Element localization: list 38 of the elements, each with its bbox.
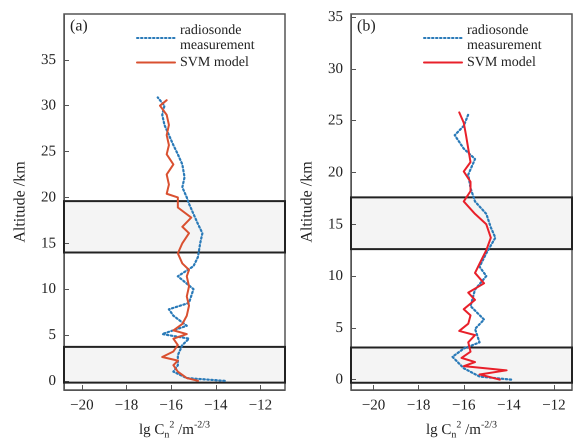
y-tick-label: 35 — [328, 9, 343, 26]
x-tick-label: −20 — [362, 398, 386, 414]
y-tick-label: 5 — [48, 326, 56, 343]
legend-label: radiosonde measurement — [467, 23, 542, 53]
annotation: (a) — [70, 18, 88, 34]
y-axis-title: Altitude /km — [298, 160, 316, 243]
line-series — [451, 113, 512, 381]
y-tick-label: 20 — [328, 164, 343, 180]
x-tick-label: −20 — [70, 398, 94, 414]
line-series — [458, 111, 508, 381]
y-tick-label: 30 — [328, 60, 343, 77]
x-tick-label: −16 — [452, 398, 476, 414]
y-tick-label: 15 — [328, 216, 343, 232]
y-tick-label: 10 — [328, 268, 343, 284]
y-tick-label: 25 — [328, 112, 343, 129]
y-tick-label: 5 — [336, 320, 343, 336]
legend-label: radiosonde measurement — [180, 23, 255, 53]
x-tick-label: −14 — [497, 398, 522, 414]
line-series — [156, 96, 226, 382]
line-series — [158, 99, 199, 382]
x-tick-label: −16 — [159, 398, 184, 414]
y-axis-title: Altitude /km — [12, 160, 28, 243]
y-tick-label: 10 — [41, 281, 56, 298]
legend-label: SVM model — [180, 55, 249, 70]
x-tick-label: −12 — [248, 398, 272, 414]
y-tick-label: 30 — [41, 98, 56, 114]
y-tick-label: 25 — [41, 144, 56, 160]
x-tick-label: −14 — [204, 398, 228, 414]
y-tick-label: 15 — [41, 235, 56, 252]
y-tick-label: 35 — [41, 52, 56, 68]
y-tick-label: 20 — [41, 189, 56, 206]
y-tick-label: 0 — [48, 372, 56, 389]
x-tick-label: −12 — [542, 398, 566, 414]
x-tick-label: −18 — [406, 398, 430, 414]
annotation: (b) — [357, 18, 376, 34]
legend-label: SVM model — [467, 55, 536, 70]
x-tick-label: −18 — [114, 398, 138, 414]
y-tick-label: 0 — [336, 372, 343, 388]
